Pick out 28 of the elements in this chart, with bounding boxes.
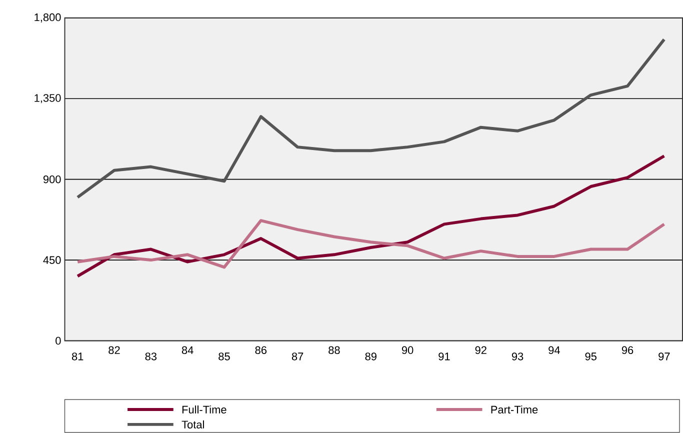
x-tick-label: 93 — [512, 352, 524, 360]
y-tick-label: 1,800 — [34, 13, 61, 22]
x-tick-label: 83 — [145, 352, 157, 360]
y-tick-label: 450 — [43, 256, 61, 264]
x-tick-label: 92 — [475, 346, 486, 354]
y-tick-label: 1,350 — [34, 94, 61, 103]
x-tick-label: 95 — [585, 352, 596, 360]
x-tick-label: 86 — [255, 346, 267, 354]
line-series — [76, 154, 666, 278]
x-tick-label: 81 — [72, 352, 84, 360]
legend-label: Total — [182, 420, 204, 428]
line-series — [76, 218, 666, 269]
x-tick-label: 97 — [658, 352, 670, 360]
x-tick-label: 88 — [328, 346, 340, 354]
legend-label: Part-Time — [491, 405, 538, 414]
x-tick-label: 91 — [438, 352, 450, 360]
line-series — [76, 38, 666, 199]
x-tick-label: 96 — [622, 346, 634, 354]
x-tick-label: 82 — [108, 346, 120, 354]
y-tick-label: 0 — [56, 336, 61, 344]
x-tick-label: 85 — [218, 352, 230, 360]
x-tick-label: 87 — [292, 352, 304, 360]
y-tick-label: 900 — [43, 175, 61, 184]
x-tick-label: 94 — [548, 346, 560, 354]
x-tick-label: 84 — [182, 346, 194, 354]
legend-label: Full-Time — [182, 405, 226, 414]
x-tick-label: 89 — [365, 352, 376, 360]
x-tick-label: 90 — [402, 346, 414, 354]
